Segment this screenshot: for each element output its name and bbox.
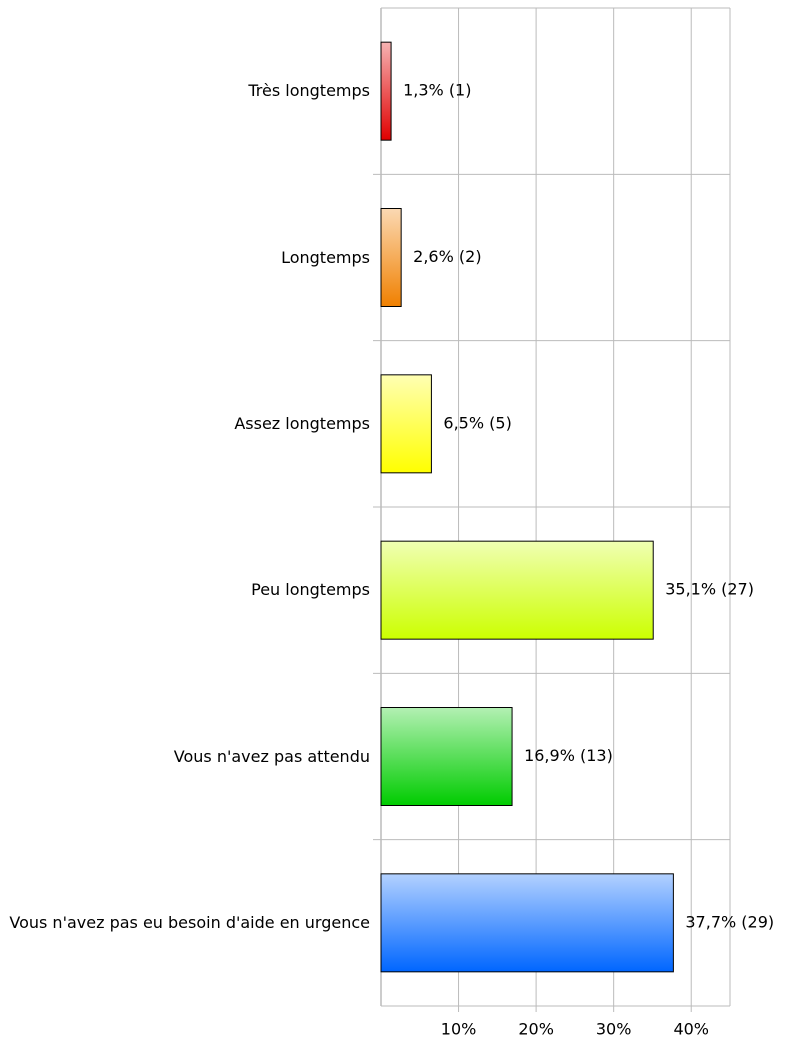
x-tick-label: 10% [441,1020,477,1039]
value-label: 1,3% (1) [403,81,471,100]
category-label: Longtemps [281,247,370,267]
bar [380,374,432,474]
bar [380,540,654,640]
x-tick-label: 20% [518,1020,554,1039]
category-label: Vous n'avez pas attendu [173,746,370,766]
bar [380,41,392,141]
value-label: 2,6% (2) [413,247,481,266]
value-label: 35,1% (27) [665,580,754,599]
value-label: 6,5% (5) [443,413,511,432]
category-label: Assez longtemps [234,413,370,433]
bar [380,873,674,973]
x-tick-label: 40% [673,1020,709,1039]
bar [380,208,402,307]
value-label: 16,9% (13) [524,746,613,765]
bar [380,707,513,806]
category-label: Très longtemps [248,81,370,101]
category-label: Vous n'avez pas eu besoin d'aide en urge… [9,912,370,932]
x-tick-label: 30% [596,1020,632,1039]
category-label: Peu longtemps [251,580,370,600]
value-label: 37,7% (29) [685,912,774,931]
